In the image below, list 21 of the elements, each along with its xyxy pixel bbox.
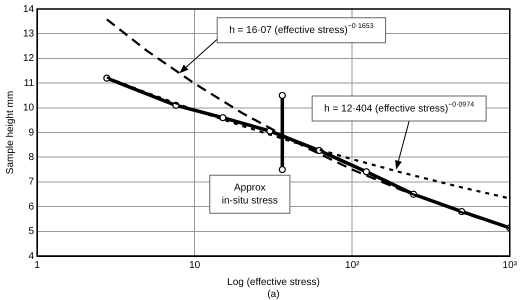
x-axis-title: Log (effective stress) bbox=[227, 276, 320, 288]
y-tick-label: 9 bbox=[28, 127, 35, 138]
x-tick-label: 10 bbox=[189, 260, 201, 271]
y-tick-label: 6 bbox=[28, 201, 35, 212]
y-tick-label: 5 bbox=[28, 226, 35, 238]
y-tick-label: 11 bbox=[24, 78, 35, 89]
x-tick-label: 10² bbox=[344, 260, 360, 271]
y-tick-label: 13 bbox=[23, 28, 35, 40]
text: (a) bbox=[267, 288, 280, 300]
x-tick-label: 1 bbox=[34, 260, 40, 271]
y-tick-label: 4 bbox=[28, 250, 35, 262]
x-tick-label: 10³ bbox=[502, 260, 518, 271]
y-tick-label: 8 bbox=[28, 152, 35, 163]
point bbox=[219, 114, 226, 122]
y-tick-label: 7 bbox=[28, 176, 35, 188]
annotation: Approx in-situ stress bbox=[222, 182, 278, 206]
point bbox=[362, 168, 370, 176]
y-tick-label: 12 bbox=[23, 53, 35, 64]
y-tick-label: 14 bbox=[23, 4, 35, 15]
y-axis-title: Sample height mm bbox=[4, 90, 16, 174]
y-tick-label: 10 bbox=[23, 102, 35, 114]
